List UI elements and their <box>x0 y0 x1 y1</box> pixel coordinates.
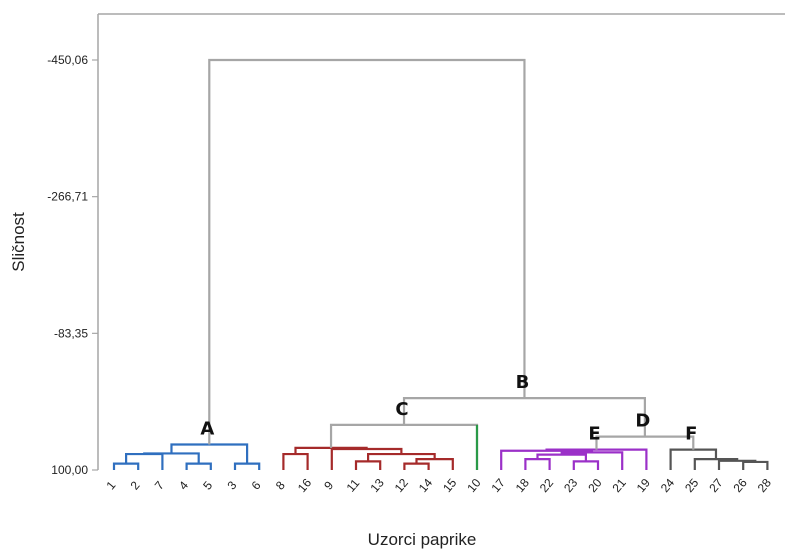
leaf-labels: 1 2 7 4 5 3 6 8 16 9 11 13 12 14 15 10 17 18 22 23 20 21 19 24 2… <box>103 476 774 495</box>
cluster-label: E <box>588 424 600 445</box>
leaf-label: 16 <box>295 476 315 495</box>
dendrogram-link <box>693 458 739 470</box>
dendrogram-link <box>208 58 526 445</box>
leaf-label: 27 <box>706 476 726 495</box>
dendrogram-link <box>112 462 140 470</box>
dendrogram-link <box>330 447 403 470</box>
x-axis-title: Uzorci paprike <box>368 530 477 549</box>
dendrogram-links <box>112 58 769 470</box>
dendrogram-link <box>572 460 600 470</box>
leaf-label: 8 <box>273 478 288 492</box>
cluster-labels: A B C D E F <box>200 372 697 445</box>
y-tick-label: -266,71 <box>47 190 88 204</box>
leaf-label: 11 <box>344 476 363 495</box>
dendrogram-link <box>717 459 757 470</box>
dendrogram-link <box>403 462 430 470</box>
leaf-label: 28 <box>755 476 775 495</box>
y-tick-label: -450,06 <box>47 53 88 67</box>
leaf-label: 4 <box>176 478 191 492</box>
leaf-label: 9 <box>321 478 336 492</box>
dendrogram-link <box>595 435 695 450</box>
leaf-label: 21 <box>609 476 629 495</box>
leaf-label: 23 <box>561 476 581 495</box>
leaf-label: 3 <box>224 478 239 492</box>
leaf-label: 20 <box>585 476 605 495</box>
dendrogram-link <box>143 452 200 464</box>
dendrogram-link <box>742 460 769 470</box>
dendrogram-link <box>524 458 551 470</box>
cluster-label: B <box>516 372 530 393</box>
leaf-label: 5 <box>200 478 215 492</box>
dendrogram-link <box>415 458 454 470</box>
leaf-label: 25 <box>682 476 702 495</box>
cluster-label: D <box>635 411 650 432</box>
leaf-label: 26 <box>730 476 750 495</box>
leaf-label: 2 <box>128 478 143 492</box>
leaf-label: 15 <box>440 476 460 495</box>
dendrogram-link <box>185 462 212 470</box>
dendrogram-link <box>354 460 382 470</box>
leaf-label: 12 <box>392 476 412 495</box>
y-ticks: -450,06 -266,71 -83,35 100,00 <box>47 53 98 477</box>
cluster-label: F <box>685 424 697 445</box>
leaf-label: 13 <box>367 476 387 495</box>
leaf-label: 10 <box>464 476 484 495</box>
leaf-label: 18 <box>513 476 533 495</box>
leaf-label: 22 <box>537 476 557 495</box>
leaf-label: 7 <box>152 478 167 492</box>
leaf-label: 14 <box>416 476 436 495</box>
cluster-label: A <box>200 419 214 440</box>
cluster-label: C <box>395 399 408 420</box>
leaf-label: 1 <box>103 478 118 492</box>
y-tick-label: 100,00 <box>51 463 88 477</box>
y-tick-label: -83,35 <box>54 326 88 340</box>
dendrogram-link <box>402 397 646 437</box>
leaf-label: 19 <box>634 476 654 495</box>
leaf-label: 17 <box>488 476 508 495</box>
leaf-label: 6 <box>249 478 264 492</box>
dendrogram-link <box>233 462 261 470</box>
y-axis-title: Sličnost <box>9 212 28 272</box>
dendrogram-link <box>282 452 309 470</box>
leaf-label: 24 <box>658 476 678 495</box>
dendrogram-link <box>125 452 164 470</box>
